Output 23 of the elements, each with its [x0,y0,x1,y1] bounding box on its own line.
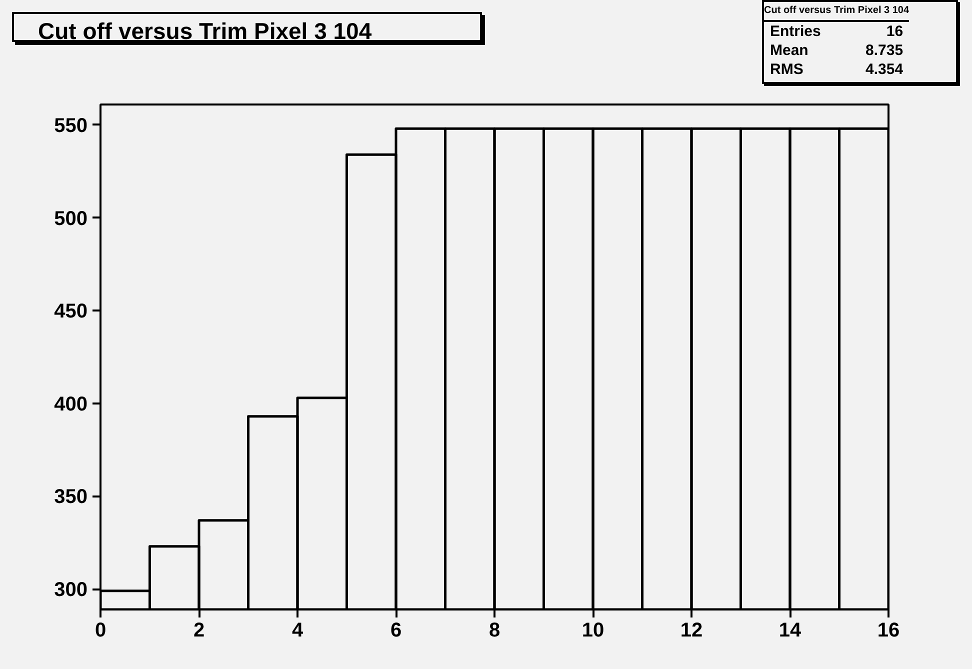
y-tick-label: 550 [54,114,88,137]
x-tick-label: 8 [488,620,500,642]
text: Entries [770,22,821,42]
x-tick-label: 2 [193,620,205,642]
text: 16 [886,22,904,42]
y-tick-label: 350 [54,486,88,508]
x-tick-label: 4 [292,620,304,642]
text: 8.735 [866,41,904,60]
x-tick-label: 0 [94,620,106,642]
text: RMS [770,60,804,80]
text: Cut off versus Trim Pixel 3 104 [764,2,910,22]
chart-title: Cut off versus Trim Pixel 3 104 [38,17,372,46]
x-tick-label: 16 [877,620,900,642]
y-tick-label: 500 [54,208,88,230]
x-tick-label: 12 [680,620,703,642]
y-tick-label: 400 [54,393,88,416]
text: 4.354 [866,60,904,80]
text: Mean [770,41,808,60]
y-tick-label: 450 [54,300,88,323]
y-tick-label: 300 [54,579,88,602]
x-tick-label: 10 [582,620,604,642]
x-tick-label: 14 [778,620,802,642]
x-tick-label: 6 [390,620,402,642]
